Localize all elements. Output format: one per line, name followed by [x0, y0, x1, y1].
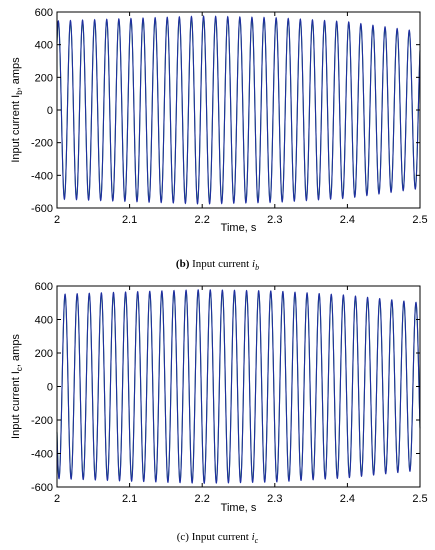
x-tick-label: 2.5	[412, 493, 427, 505]
caption-c-sub: c	[254, 536, 259, 546]
y-tick-label: 600	[35, 281, 53, 293]
x-tick-label: 2.5	[412, 214, 427, 226]
caption-c-text: Input current	[191, 531, 249, 543]
y-tick-label: -200	[31, 138, 53, 150]
chart-b-svg: 2 2.1 2.2 2.3 2.4 2.5 -600 -400 -200 0 200 400 600 Ti…	[10, 7, 428, 234]
y-tick-label: 0	[47, 105, 53, 117]
caption-b-prefix: (b)	[175, 258, 190, 270]
x-tick-label: 2.4	[340, 493, 355, 505]
caption-c-prefix: (c)	[176, 531, 189, 543]
series-line-0	[56, 15, 421, 205]
x-tick-label: 2.1	[122, 214, 137, 226]
chart-c-svg: 2 2.1 2.2 2.3 2.4 2.5 600 400 200 0 -200 -400 -600 Ti…	[10, 281, 428, 514]
x-tick-label: 2.3	[267, 493, 282, 505]
y-tick-label: 0	[47, 382, 53, 394]
plot-frame	[56, 285, 421, 488]
y-tick-label: 400	[35, 315, 53, 327]
y-axis-label: Input current Ib, amps	[10, 57, 24, 163]
x-tick-label: 2.4	[340, 214, 355, 226]
x-tick-label: 2.2	[195, 493, 210, 505]
x-tick-label: 2	[54, 493, 60, 505]
x-tick-label: 2.3	[267, 214, 282, 226]
chart-panel-c: 2 2.1 2.2 2.3 2.4 2.5 600 400 200 0 -200 -400 -600 Ti…	[0, 275, 435, 550]
x-tick-label: 2.1	[122, 493, 137, 505]
y-tick-label: 600	[35, 7, 53, 19]
y-tick-label: -200	[31, 415, 53, 427]
chart-panel-b: 2 2.1 2.2 2.3 2.4 2.5 -600 -400 -200 0 200 400 600 Ti…	[0, 7, 435, 272]
y-tick-label: 400	[35, 40, 53, 52]
x-tick-label: 2.2	[195, 214, 210, 226]
y-tick-label: 200	[35, 348, 53, 360]
y-tick-label: -600	[31, 203, 53, 215]
caption-b-text: Input current	[192, 258, 250, 270]
y-axis-label: Input current Ic, amps	[10, 334, 24, 439]
caption-b-var: i	[252, 258, 256, 270]
caption-c-var: i	[251, 531, 255, 543]
series-line-0	[56, 289, 421, 485]
y-tick-label: 200	[35, 72, 53, 84]
x-axis-label: Time, s	[221, 502, 257, 514]
x-tick-label: 2	[54, 214, 60, 226]
caption-c: (c) Input current ic	[0, 531, 435, 545]
x-axis-label: Time, s	[221, 222, 257, 234]
caption-b: (b) Input current ib	[0, 258, 435, 272]
caption-b-sub: b	[255, 263, 260, 273]
y-tick-label: -400	[31, 449, 53, 461]
y-tick-label: -600	[31, 482, 53, 494]
y-tick-label: -400	[31, 170, 53, 182]
